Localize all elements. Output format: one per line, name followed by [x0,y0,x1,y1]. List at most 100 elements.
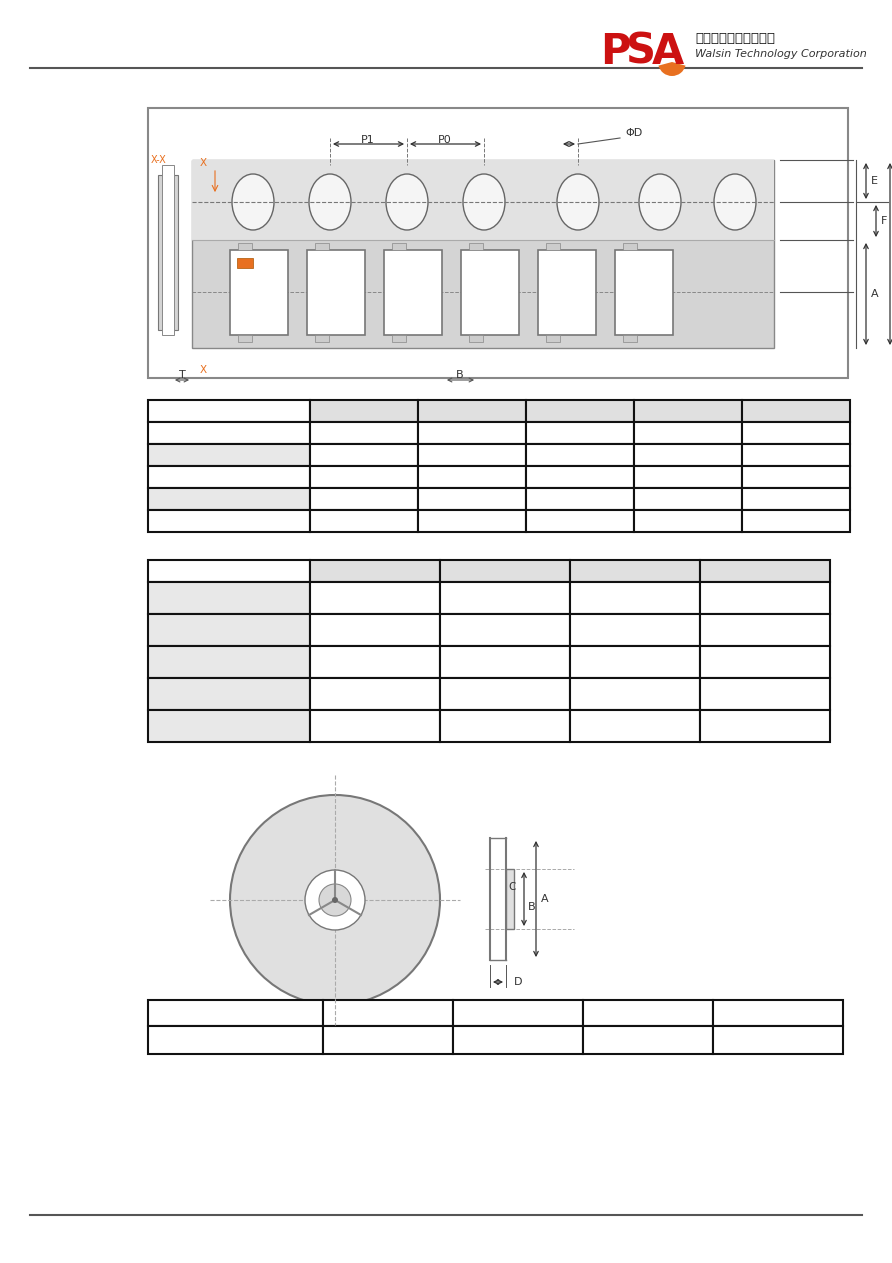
Circle shape [230,794,440,1005]
Bar [570,582,700,614]
Bar [418,488,526,510]
Bar [546,335,560,342]
Bar [148,488,310,510]
Bar [634,488,742,510]
Bar [392,242,406,250]
Bar [148,466,310,488]
Bar [162,165,174,335]
Bar [323,1000,453,1026]
Bar [148,445,310,466]
Ellipse shape [309,174,351,230]
Bar [742,445,850,466]
Ellipse shape [232,174,274,230]
Bar [418,466,526,488]
Bar [310,614,440,645]
Bar [310,422,418,445]
Bar [713,1000,843,1026]
Bar [148,109,848,378]
Bar [526,488,634,510]
Wedge shape [658,62,686,76]
Bar [148,560,310,582]
Bar [526,422,634,445]
Text: A: A [871,289,879,299]
Bar [570,560,700,582]
Bar [384,250,442,335]
Bar [634,445,742,466]
Text: X: X [200,365,207,375]
Bar [392,335,406,342]
Bar [538,250,596,335]
Bar [440,678,570,710]
Bar [583,1026,713,1055]
Bar [700,645,830,678]
Bar [700,678,830,710]
Bar [310,488,418,510]
Bar [546,242,560,250]
Bar [307,250,365,335]
Bar [310,710,440,741]
Text: B: B [528,902,535,912]
Bar [148,1026,323,1055]
Bar [700,560,830,582]
Bar [461,250,519,335]
Bar [634,400,742,422]
Bar [148,1000,323,1026]
Bar [615,250,673,335]
Bar [310,445,418,466]
Bar [440,560,570,582]
Ellipse shape [386,174,428,230]
Bar [453,1026,583,1055]
Bar [700,710,830,741]
Text: 華新科技股份有限公司: 華新科技股份有限公司 [695,32,775,44]
Text: S: S [626,32,656,73]
Bar [315,242,329,250]
Bar [570,710,700,741]
Bar [418,510,526,532]
Text: E: E [871,176,878,186]
Bar [148,400,310,422]
Bar [440,710,570,741]
Bar [237,258,253,268]
Bar [148,645,310,678]
Text: D: D [514,978,523,986]
Bar [192,160,774,240]
Text: C: C [508,882,516,892]
Bar [469,335,483,342]
Bar [742,422,850,445]
Text: A: A [652,32,684,73]
Bar [469,242,483,250]
Bar [742,510,850,532]
Bar [418,400,526,422]
Bar [623,335,637,342]
Bar [583,1000,713,1026]
Text: P0: P0 [438,135,452,145]
Bar [315,335,329,342]
Bar [323,1026,453,1055]
Bar [230,250,288,335]
Bar [310,582,440,614]
Bar [634,422,742,445]
Bar [310,678,440,710]
Bar [148,422,310,445]
Bar [418,422,526,445]
Bar [418,445,526,466]
Ellipse shape [639,174,681,230]
Text: ΦD: ΦD [625,128,642,138]
Text: F: F [881,216,888,226]
Text: X: X [200,158,207,168]
Bar [526,400,634,422]
Bar [192,160,774,349]
Bar [310,400,418,422]
Bar [526,510,634,532]
Ellipse shape [557,174,599,230]
Bar [148,510,310,532]
Bar [440,582,570,614]
Text: X-X: X-X [151,155,167,165]
Bar [148,614,310,645]
Bar [148,678,310,710]
Bar [506,869,514,930]
Bar [158,176,178,330]
Bar [634,466,742,488]
Bar [440,645,570,678]
Text: A: A [541,894,549,904]
